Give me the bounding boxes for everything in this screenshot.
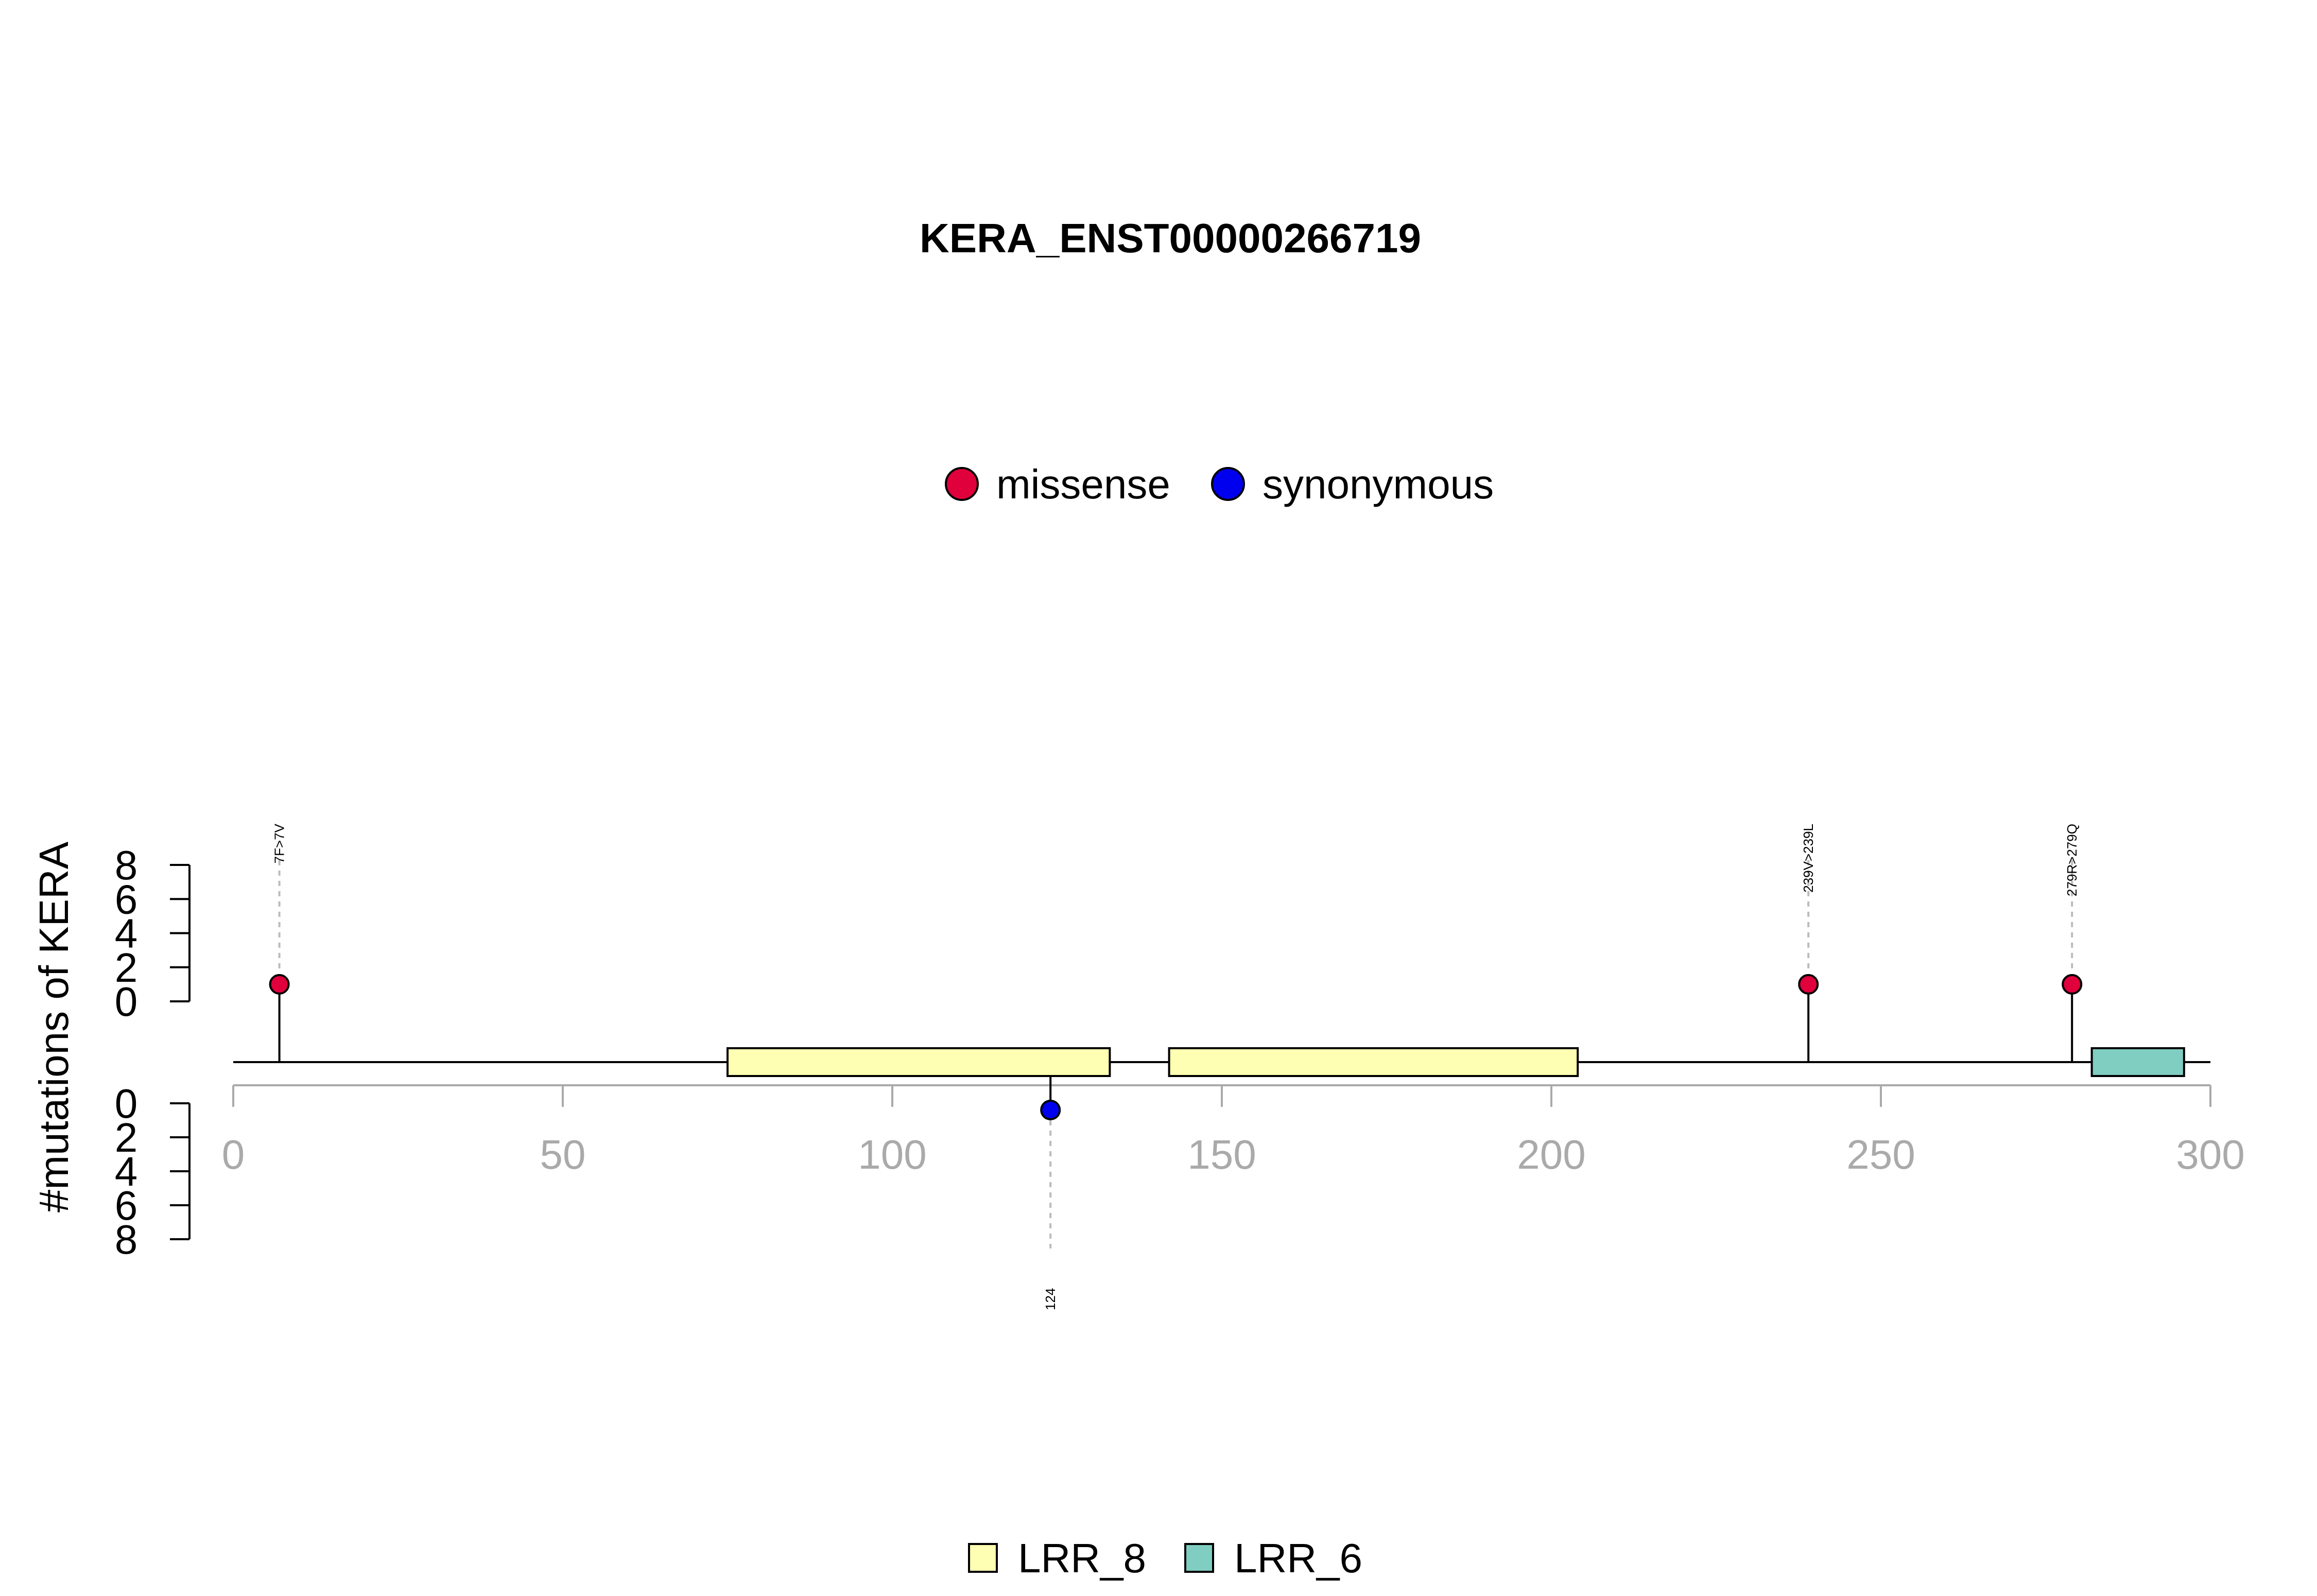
mutation-label-279: 279R>279Q <box>2064 824 2080 896</box>
domain-legend-label-LRR_6: LRR_6 <box>1234 1535 1362 1581</box>
domain-legend-swatch-LRR_8 <box>968 1543 998 1573</box>
y-tick-label-top-0: 0 <box>115 979 138 1025</box>
mutation-label-7: 7F>7V <box>272 823 287 863</box>
mutation-points <box>269 974 2083 1120</box>
mutation-point-239 <box>1798 974 1819 995</box>
mutation-point-7 <box>269 974 290 995</box>
y-tick-label-top-6: 6 <box>115 876 138 922</box>
x-tick-label-300: 300 <box>2176 1132 2244 1177</box>
x-tick-label-100: 100 <box>858 1132 926 1177</box>
mutation-label-124: 124 <box>1043 1288 1058 1310</box>
legend-marker-synonymous <box>1211 467 1245 501</box>
y-tick-label-top-8: 8 <box>115 842 138 888</box>
y-tick-label-bottom-2: 2 <box>115 1115 138 1160</box>
domain-LRR_6-2 <box>2090 1047 2185 1077</box>
domain-legend-label-LRR_8: LRR_8 <box>1018 1535 1146 1581</box>
x-tick-label-200: 200 <box>1517 1132 1585 1177</box>
mutation-point-279 <box>2062 974 2083 995</box>
domain-LRR_8-1 <box>1168 1047 1579 1077</box>
y-tick-label-bottom-8: 8 <box>115 1217 138 1262</box>
x-tick-label-250: 250 <box>1846 1132 1915 1177</box>
mutation-point-124 <box>1040 1100 1061 1120</box>
legend-label-missense: missense <box>996 461 1170 507</box>
y-tick-label-top-2: 2 <box>115 945 138 991</box>
legend-label-synonymous: synonymous <box>1263 461 1494 507</box>
legend-marker-missense <box>945 467 979 501</box>
y-tick-label-bottom-4: 4 <box>115 1149 138 1194</box>
chart-title: KERA_ENST00000266719 <box>920 215 1421 261</box>
y-tick-label-top-4: 4 <box>115 911 138 957</box>
domain-legend-swatch-LRR_6 <box>1184 1543 1214 1573</box>
protein-domains <box>727 1047 2185 1077</box>
domain-legend: LRR_8 LRR_6 <box>968 1535 1362 1581</box>
domain-LRR_8-0 <box>727 1047 1111 1077</box>
y-axis-label: #mutations of KERA <box>31 841 77 1212</box>
y-tick-label-bottom-0: 0 <box>115 1081 138 1126</box>
x-tick-label-50: 50 <box>540 1132 586 1177</box>
x-tick-label-150: 150 <box>1187 1132 1256 1177</box>
mutation-label-239: 239V>239L <box>1801 824 1816 893</box>
mutation-type-legend: missense synonymous <box>945 461 1494 507</box>
x-tick-label-0: 0 <box>222 1132 245 1177</box>
mutation-stems: 7F>7V 124 239V>239L 279R>279Q <box>272 823 2080 1310</box>
y-tick-label-bottom-6: 6 <box>115 1183 138 1228</box>
